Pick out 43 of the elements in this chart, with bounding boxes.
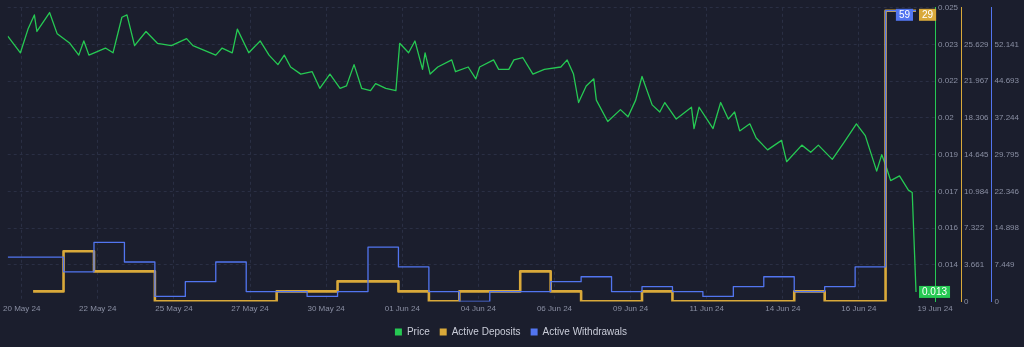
x-tick-label: 25 May 24 [155,304,194,314]
x-tick-label: 20 May 24 [3,304,41,314]
legend-label: Active Withdrawals [542,325,628,337]
y-tick-label: 0.016 [938,223,959,233]
y2-tick-label: 14.645 [964,149,990,159]
x-tick-label: 30 May 24 [307,304,346,314]
x-tick-label: 01 Jun 24 [384,304,421,314]
y-tick-label: 0.022 [938,76,959,86]
y3-tick-label: 0 [994,296,1000,306]
y2-tick-label: 7.322 [964,223,985,233]
data-label: 29 [922,8,934,20]
y3-tick-label: 52.141 [994,39,1020,49]
y-tick-label: 0.019 [938,149,959,159]
y2-tick-label: 21.967 [964,76,990,86]
x-tick-label: 19 Jun 24 [917,304,954,314]
y-tick-label: 0.017 [938,186,959,196]
x-tick-label: 22 May 24 [79,304,118,314]
legend-label: Active Deposits [451,325,521,337]
y3-tick-label: 22.346 [994,186,1020,196]
y-tick-label: 0.02 [938,113,955,123]
x-tick-label: 04 Jun 24 [460,304,497,314]
data-label: 0.013 [922,285,948,297]
y-tick-label: 0.014 [938,259,959,269]
y2-tick-label: 25.629 [964,39,990,49]
y2-tick-label: 18.306 [964,113,990,123]
y2-tick-label: 10.984 [964,186,990,196]
y2-tick-label: 3.661 [964,259,985,269]
y3-tick-label: 44.693 [994,76,1020,86]
y-tick-label: 0.025 [938,3,959,12]
x-tick-label: 16 Jun 24 [841,304,878,314]
y3-tick-label: 7.449 [994,259,1016,269]
x-tick-label: 27 May 24 [231,304,270,314]
x-tick-label: 11 Jun 24 [689,304,725,314]
x-tick-label: 09 Jun 24 [613,304,649,314]
data-label: 59 [898,8,911,20]
legend-label: Price [406,325,431,337]
y3-tick-label: 29.795 [994,149,1020,159]
y2-tick-label: 0 [964,296,970,306]
x-tick-label: 14 Jun 24 [765,304,801,314]
y3-tick-label: 14.898 [994,223,1020,233]
y-tick-label: 0.023 [938,39,959,49]
y3-tick-label: 37.244 [994,113,1020,123]
x-tick-label: 06 Jun 24 [536,304,573,314]
